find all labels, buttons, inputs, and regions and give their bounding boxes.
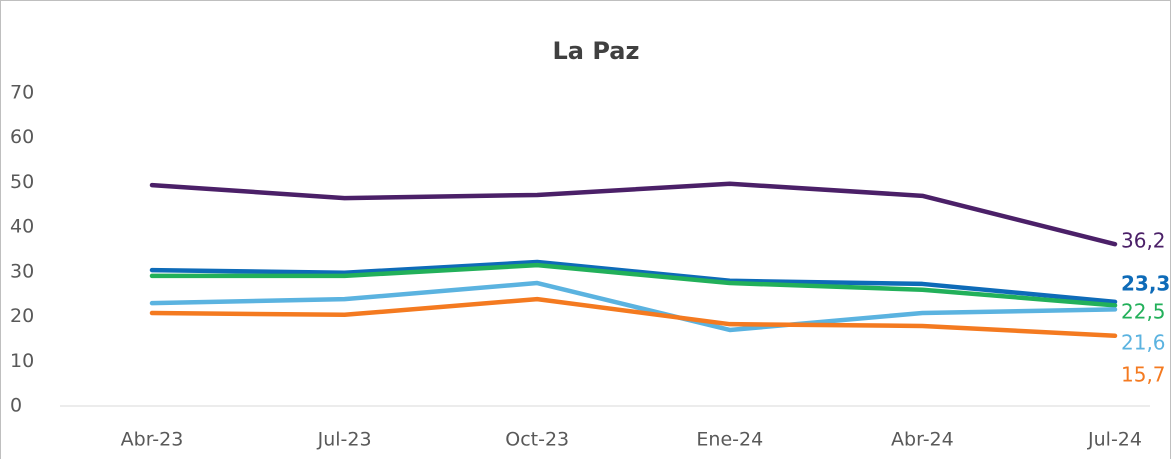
- series-line: [149, 280, 1118, 333]
- data-label: 15,7: [1121, 363, 1166, 387]
- y-tick-label: 20: [10, 305, 34, 327]
- y-tick-label: 70: [10, 82, 34, 104]
- y-tick-label: 60: [10, 126, 34, 148]
- y-tick-label: 50: [10, 171, 34, 193]
- series-line: [149, 181, 1118, 247]
- x-tick-label: Jul-24: [1087, 429, 1142, 451]
- data-label: 22,5: [1121, 300, 1166, 324]
- y-tick-label: 40: [10, 216, 34, 238]
- x-tick-label: Abr-24: [891, 429, 954, 451]
- data-label: 36,2: [1121, 229, 1166, 253]
- x-tick-label: Oct-23: [505, 429, 569, 451]
- x-tick-label: Ene-24: [696, 429, 763, 451]
- series-line: [149, 259, 1118, 305]
- x-tick-label: Jul-23: [317, 429, 372, 451]
- data-label: 21,6: [1121, 331, 1166, 355]
- series-line: [149, 262, 1118, 308]
- data-label: 23,3: [1121, 272, 1170, 296]
- y-tick-label: 0: [10, 395, 22, 417]
- y-tick-label: 10: [10, 350, 34, 372]
- series-line: [149, 296, 1118, 339]
- chart-title: La Paz: [553, 37, 640, 65]
- x-tick-label: Abr-23: [121, 429, 184, 451]
- y-tick-label: 30: [10, 260, 34, 282]
